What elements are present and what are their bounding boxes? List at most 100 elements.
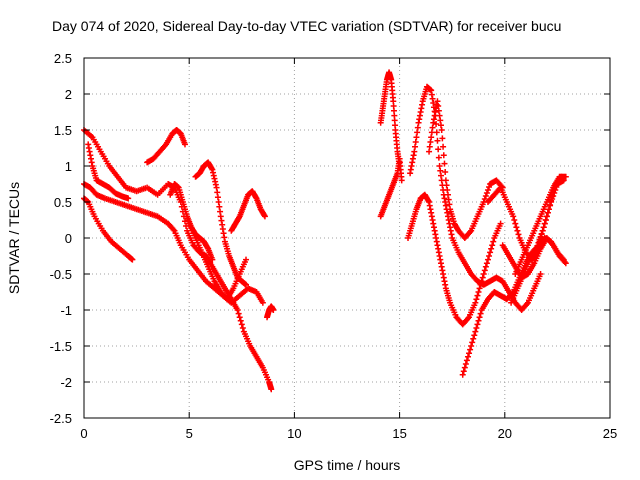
chart-title: Day 074 of 2020, Sidereal Day-to-day VTE… [52, 18, 561, 34]
data-point [438, 127, 445, 133]
data-point [545, 206, 552, 213]
data-point [477, 281, 484, 288]
data-point [170, 226, 177, 233]
data-point [463, 357, 470, 364]
data-point [523, 301, 530, 307]
series-track-8 [228, 188, 268, 234]
data-point [442, 169, 449, 175]
data-point [537, 271, 544, 277]
series-track-9 [186, 220, 250, 303]
data-point [475, 317, 482, 324]
y-tick-labels: -2.5 -2 -1.5 -1 -0.5 0 0.5 1 1.5 2 2.5 [50, 51, 72, 426]
data-point [243, 256, 250, 263]
data-point [558, 173, 565, 180]
data-point [541, 220, 548, 227]
data-point [486, 184, 493, 190]
series-track-4 [85, 141, 132, 202]
y-tick-label: 2 [65, 87, 72, 102]
data-point [551, 185, 558, 192]
data-point [472, 299, 479, 306]
data-point [490, 238, 497, 245]
axis-ticks [83, 57, 611, 419]
data-point [468, 343, 475, 349]
data-point [547, 202, 554, 208]
data-point [470, 335, 477, 342]
y-tick-label: 1 [65, 159, 72, 174]
series-track-6 [167, 181, 216, 263]
data-point [125, 195, 132, 202]
data-point [477, 310, 484, 317]
data-point [464, 353, 471, 360]
data-point [476, 314, 483, 321]
data-point [461, 364, 468, 371]
data-point [259, 299, 266, 306]
series-track-10 [264, 303, 277, 321]
data-point [533, 245, 540, 252]
data-point [482, 263, 489, 270]
y-tick-label: 2.5 [54, 51, 72, 66]
data-point [234, 307, 241, 313]
data-point [462, 361, 469, 367]
data-point [561, 259, 568, 265]
series-track-3 [81, 195, 136, 263]
y-tick-label: -2.5 [50, 411, 72, 426]
data-point [478, 278, 485, 285]
series-track-16 [459, 235, 567, 378]
data-point [512, 220, 519, 227]
y-tick-label: 0.5 [54, 195, 72, 210]
data-point [535, 239, 542, 246]
data-point [129, 256, 136, 263]
data-point [479, 274, 486, 281]
data-point [540, 224, 547, 231]
data-point [261, 213, 268, 220]
data-point [550, 189, 557, 196]
series-track-14 [405, 191, 504, 328]
data-point [435, 154, 442, 161]
data-point [536, 236, 543, 243]
data-point [243, 281, 250, 288]
data-point [237, 317, 244, 324]
x-axis-label: GPS time / hours [294, 457, 401, 473]
data-point [474, 321, 481, 328]
data-point [464, 315, 471, 322]
data-point [482, 193, 489, 199]
data-point [440, 152, 447, 159]
data-point [534, 242, 541, 249]
y-tick-label: -1 [60, 303, 72, 318]
data-point [484, 187, 491, 193]
data-point [181, 141, 188, 148]
data-point [562, 260, 569, 267]
data-point [434, 137, 441, 144]
data-point [489, 242, 496, 249]
series-track-11 [377, 69, 403, 169]
series-track-19 [499, 235, 569, 281]
data-point [236, 314, 243, 321]
data-point [440, 143, 447, 150]
data-point [542, 217, 549, 223]
x-tick-label: 10 [287, 426, 301, 441]
data-point [483, 190, 490, 196]
data-point [483, 260, 490, 267]
data-point [472, 328, 479, 335]
data-point [481, 196, 488, 202]
series-track-2 [81, 181, 266, 306]
data-point [543, 213, 550, 220]
series-track-20 [508, 173, 565, 306]
data-point [515, 231, 522, 238]
y-tick-label: -0.5 [50, 267, 72, 282]
series-track-18 [512, 173, 569, 277]
data-point [484, 256, 491, 263]
data-point [471, 332, 478, 339]
y-tick-label: 0 [65, 231, 72, 246]
data-point [537, 233, 544, 240]
data-point [480, 271, 487, 277]
data-point [433, 121, 440, 127]
data-point [473, 325, 480, 331]
data-point [497, 220, 504, 227]
data-point [398, 177, 405, 184]
data-point [511, 217, 518, 223]
x-tick-label: 20 [498, 426, 512, 441]
data-point [268, 386, 275, 393]
data-point [235, 310, 242, 317]
